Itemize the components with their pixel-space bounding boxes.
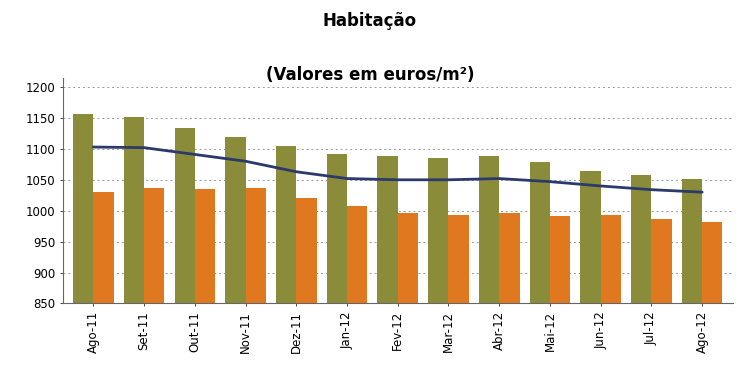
Bar <box>479 156 500 389</box>
Bar <box>530 162 550 389</box>
Text: (Valores em euros/m²): (Valores em euros/m²) <box>266 66 474 84</box>
Bar <box>195 189 215 389</box>
Bar <box>398 212 418 389</box>
Bar <box>601 215 621 389</box>
Bar <box>225 137 246 389</box>
Bar <box>377 156 398 389</box>
Bar <box>246 188 266 389</box>
Bar <box>682 179 702 389</box>
Bar <box>651 219 672 389</box>
Text: Habitação: Habitação <box>323 12 417 30</box>
Bar <box>327 154 347 389</box>
Bar <box>550 216 571 389</box>
Bar <box>296 198 317 389</box>
Bar <box>631 175 651 389</box>
Bar <box>428 158 448 389</box>
Bar <box>347 206 367 389</box>
Bar <box>702 223 722 389</box>
Bar <box>93 192 114 389</box>
Bar <box>144 188 164 389</box>
Bar <box>175 128 195 389</box>
Bar <box>73 114 93 389</box>
Bar <box>448 215 468 389</box>
Bar <box>580 171 601 389</box>
Bar <box>124 117 144 389</box>
Bar <box>500 213 519 389</box>
Bar <box>276 146 296 389</box>
